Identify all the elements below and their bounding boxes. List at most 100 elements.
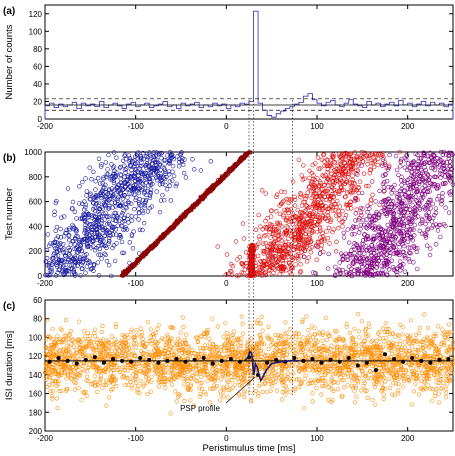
scatter-point [399, 353, 404, 358]
scatter-point [333, 176, 339, 181]
scatter-point [167, 179, 173, 184]
scatter-point [267, 267, 272, 272]
scatter-point [120, 219, 125, 225]
scatter-point [133, 376, 138, 381]
scatter-point [399, 200, 404, 206]
scatter-point [410, 219, 415, 224]
scatter-point [140, 198, 146, 203]
scatter-point [100, 386, 105, 391]
scatter-point [151, 150, 156, 155]
scatter-point [351, 225, 357, 230]
histogram-bar [81, 103, 86, 119]
scatter-point [305, 216, 310, 222]
scatter-point [51, 256, 56, 261]
scatter-point [355, 172, 360, 177]
scatter-point [47, 243, 52, 248]
scatter-point [369, 243, 374, 248]
scatter-point [94, 205, 99, 211]
scatter-point [249, 336, 254, 341]
scatter-point [189, 208, 194, 213]
scatter-point [125, 213, 131, 218]
scatter-point [394, 272, 400, 278]
scatter-point [193, 335, 198, 340]
scatter-point [320, 191, 325, 197]
scatter-point [122, 365, 127, 370]
scatter-point [96, 222, 102, 228]
scatter-point [397, 245, 402, 250]
scatter-point [330, 229, 335, 235]
scatter-point [410, 194, 415, 199]
scatter-point [106, 206, 112, 211]
scatter-point [66, 258, 71, 263]
scatter-point [248, 324, 253, 329]
scatter-point [286, 236, 291, 241]
scatter-point [280, 200, 285, 205]
scatter-point [133, 261, 138, 265]
scatter-point [170, 163, 176, 169]
x-tick-label: -200 [37, 122, 54, 131]
histogram-bar [331, 101, 336, 119]
scatter-point [410, 402, 415, 407]
scatter-point [318, 228, 323, 234]
scatter-point [342, 385, 347, 390]
scatter-point [125, 173, 131, 178]
scatter-point [406, 190, 411, 195]
scatter-point [211, 184, 216, 189]
scatter-point [415, 166, 420, 171]
scatter-point [352, 246, 357, 252]
scatter-point [120, 364, 125, 369]
scatter-point [292, 386, 298, 391]
histogram-bar [276, 114, 281, 119]
y-tick-label: 120 [29, 10, 43, 19]
scatter-point [424, 202, 429, 208]
y-tick-label: 100 [29, 333, 43, 342]
scatter-point [447, 159, 453, 164]
scatter-point [411, 245, 417, 250]
scatter-point [385, 167, 391, 172]
scatter-point [67, 227, 72, 233]
scatter-point [433, 242, 439, 247]
scatter-point [89, 213, 95, 218]
scatter-point [295, 207, 300, 213]
scatter-point [405, 232, 410, 238]
scatter-point [403, 194, 409, 200]
scatter-point [111, 180, 117, 186]
scatter-point [377, 236, 382, 241]
scatter-point [365, 263, 370, 268]
scatter-point [373, 151, 378, 156]
scatter-point [281, 246, 286, 251]
scatter-point [53, 228, 58, 234]
scatter-point [336, 226, 341, 231]
histogram-bar [149, 108, 154, 119]
scatter-point [315, 176, 320, 181]
scatter-point [239, 343, 244, 348]
scatter-point [142, 171, 147, 176]
scatter-point [379, 209, 384, 214]
scatter-point [213, 354, 218, 359]
scatter-point [136, 206, 141, 211]
scatter-point [437, 157, 443, 162]
scatter-point [380, 326, 386, 331]
scatter-point [84, 264, 90, 269]
scatter-point [82, 219, 88, 224]
scatter-point [44, 256, 50, 261]
scatter-point [103, 210, 108, 216]
scatter-point [311, 184, 316, 190]
scatter-point [71, 355, 76, 360]
y-tick-label: 160 [29, 390, 43, 399]
scatter-point [353, 224, 359, 230]
scatter-point [378, 237, 383, 242]
histogram-bar [86, 106, 91, 119]
scatter-point [253, 227, 259, 233]
scatter-point [427, 197, 432, 203]
scatter-point [274, 227, 280, 232]
scatter-point [315, 214, 320, 220]
scatter-point [45, 232, 51, 237]
scatter-point [390, 224, 396, 230]
scatter-point [126, 220, 131, 225]
scatter-point [289, 196, 294, 202]
scatter-point [300, 238, 306, 243]
scatter-point [119, 213, 124, 218]
scatter-point [372, 226, 378, 231]
scatter-point [407, 341, 412, 346]
